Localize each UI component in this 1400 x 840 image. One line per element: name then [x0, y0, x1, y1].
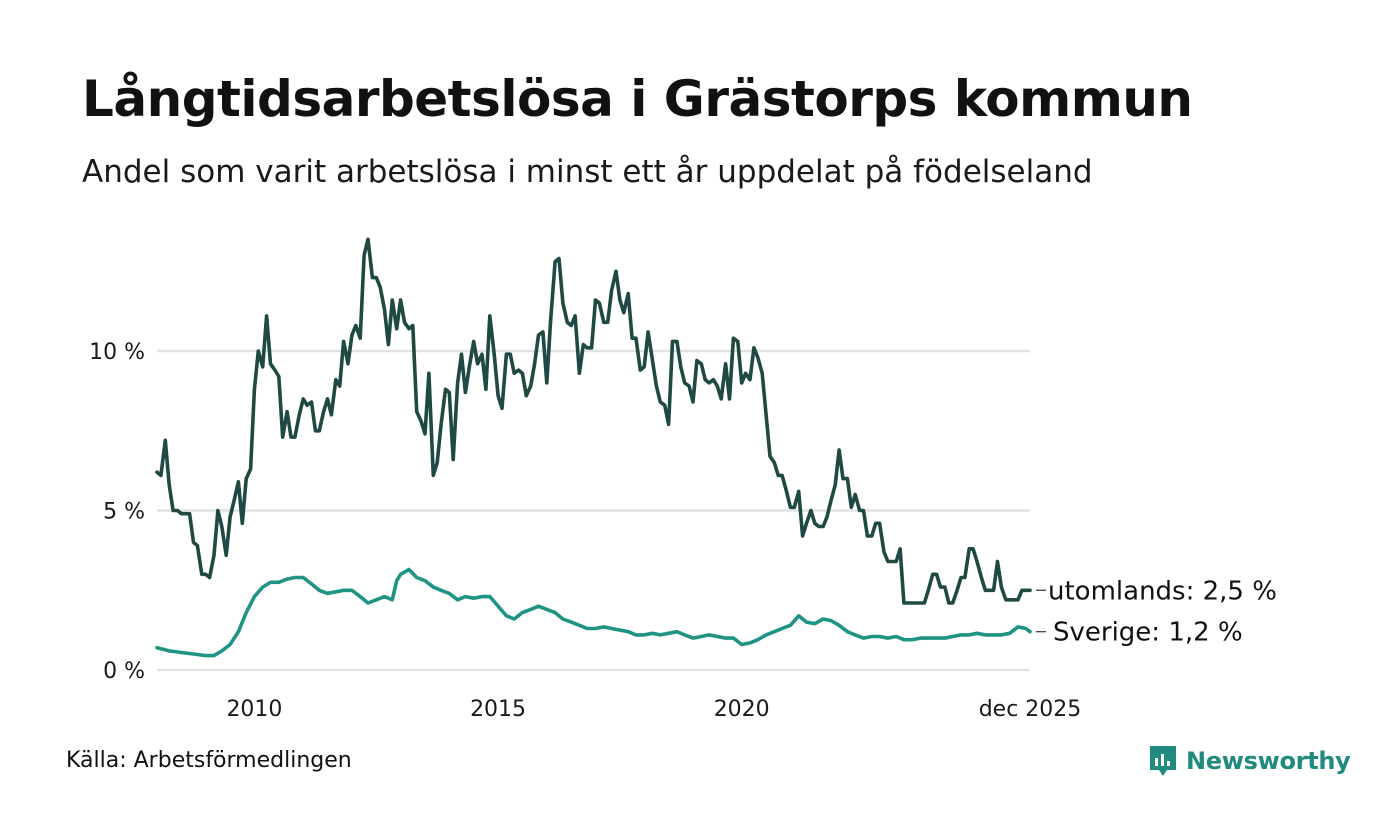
- chart-subtitle: Andel som varit arbetslösa i minst ett å…: [82, 154, 1093, 190]
- source-note: Källa: Arbetsförmedlingen: [66, 748, 352, 773]
- x-tick-label: 2015: [470, 697, 526, 722]
- newsworthy-logo-text: Newsworthy: [1186, 747, 1351, 775]
- gridlines: [157, 349, 1030, 672]
- y-tick-label: 5 %: [103, 500, 145, 525]
- y-tick-label: 0 %: [103, 659, 145, 684]
- end-labels: utomlands: 2,5 % Sverige: 1,2 %: [1036, 576, 1277, 648]
- end-label-sverige: Sverige: 1,2 %: [1053, 618, 1243, 648]
- x-tick-label: 2010: [226, 697, 282, 722]
- x-tick-label: dec 2025: [979, 697, 1082, 722]
- y-axis: 0 % 5 % 10 %: [89, 340, 145, 684]
- newsworthy-logo: Newsworthy: [1148, 744, 1351, 778]
- x-tick-label: 2020: [714, 697, 770, 722]
- chart-title: Långtidsarbetslösa i Grästorps kommun: [82, 70, 1193, 128]
- y-tick-label: 10 %: [89, 340, 145, 365]
- newsworthy-logo-icon: [1150, 746, 1176, 776]
- series-lines: [155, 237, 1032, 658]
- series-line-sverige: [155, 567, 1032, 658]
- x-axis: 2010 2015 2020 dec 2025: [226, 697, 1081, 722]
- series-line-utomlands: [155, 237, 1032, 605]
- end-label-utomlands: utomlands: 2,5 %: [1048, 576, 1277, 606]
